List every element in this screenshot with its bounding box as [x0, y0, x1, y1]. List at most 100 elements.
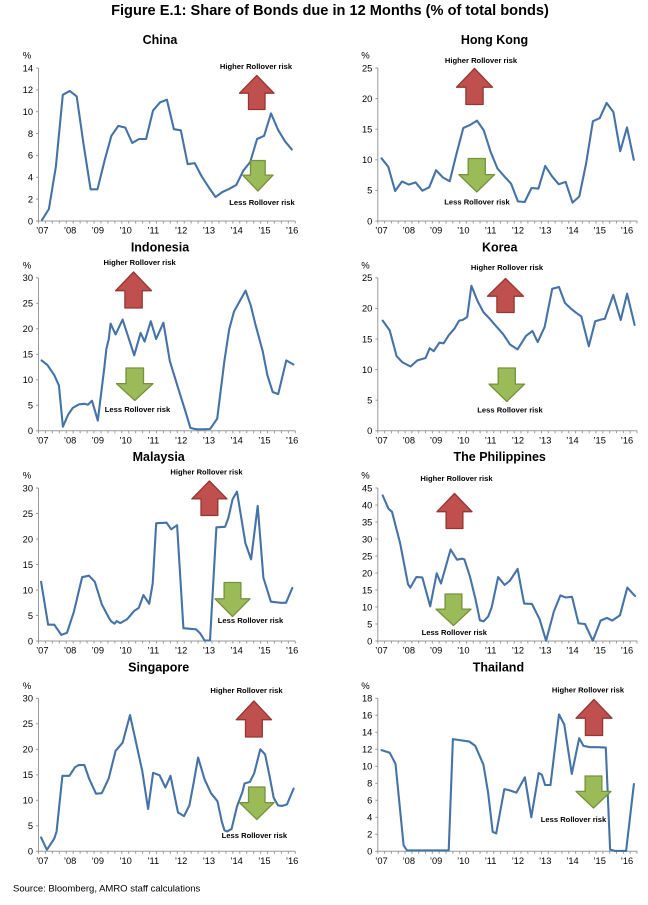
svg-text:’14: ’14	[230, 856, 242, 866]
svg-text:’07: ’07	[375, 226, 387, 236]
svg-text:’10: ’10	[119, 646, 131, 656]
svg-text:’16: ’16	[621, 226, 633, 236]
svg-text:’15: ’15	[593, 856, 605, 866]
svg-text:5: 5	[367, 186, 372, 196]
svg-text:’12: ’12	[175, 856, 187, 866]
svg-text:0: 0	[367, 636, 372, 646]
svg-text:15: 15	[23, 560, 33, 570]
svg-text:15: 15	[23, 350, 33, 360]
svg-text:20: 20	[362, 94, 372, 104]
svg-text:’13: ’13	[539, 226, 551, 236]
svg-text:’16: ’16	[286, 856, 298, 866]
svg-text:’10: ’10	[119, 856, 131, 866]
svg-text:’14: ’14	[566, 226, 578, 236]
svg-text:Higher Rollover risk: Higher Rollover risk	[220, 62, 293, 71]
svg-text:’16: ’16	[621, 646, 633, 656]
svg-text:’07: ’07	[375, 856, 387, 866]
svg-text:’07: ’07	[36, 435, 48, 445]
svg-text:’11: ’11	[147, 435, 159, 445]
svg-text:’09: ’09	[430, 226, 442, 236]
svg-text:’10: ’10	[119, 226, 131, 236]
svg-text:Higher Rollover risk: Higher Rollover risk	[552, 686, 625, 695]
svg-text:2: 2	[367, 830, 372, 840]
svg-text:0: 0	[367, 847, 372, 857]
svg-text:’07: ’07	[36, 226, 48, 236]
svg-text:35: 35	[362, 517, 372, 527]
svg-text:’09: ’09	[92, 226, 104, 236]
svg-text:Higher Rollover risk: Higher Rollover risk	[210, 686, 283, 695]
svg-text:’12: ’12	[512, 226, 524, 236]
svg-text:’10: ’10	[457, 856, 469, 866]
svg-text:’07: ’07	[36, 856, 48, 866]
svg-text:%: %	[23, 681, 32, 692]
svg-text:’07: ’07	[36, 646, 48, 656]
svg-text:’11: ’11	[485, 856, 497, 866]
svg-text:20: 20	[362, 568, 372, 578]
svg-text:’11: ’11	[147, 646, 159, 656]
svg-text:’11: ’11	[485, 435, 497, 445]
svg-text:25: 25	[23, 299, 33, 309]
svg-text:10: 10	[23, 375, 33, 385]
svg-text:8: 8	[367, 779, 372, 789]
svg-text:’09: ’09	[92, 646, 104, 656]
svg-text:China: China	[143, 33, 179, 47]
svg-text:10: 10	[23, 796, 33, 806]
svg-text:’10: ’10	[457, 435, 469, 445]
svg-text:’15: ’15	[593, 646, 605, 656]
svg-text:Less Rollover risk: Less Rollover risk	[541, 815, 607, 824]
svg-text:Higher Rollover risk: Higher Rollover risk	[445, 56, 518, 65]
svg-text:’08: ’08	[403, 856, 415, 866]
svg-text:Less Rollover risk: Less Rollover risk	[422, 628, 488, 637]
svg-text:0: 0	[28, 847, 33, 857]
svg-text:’15: ’15	[258, 856, 270, 866]
svg-text:’12: ’12	[175, 435, 187, 445]
svg-text:’14: ’14	[230, 646, 242, 656]
svg-text:’10: ’10	[119, 435, 131, 445]
svg-text:5: 5	[28, 401, 33, 411]
svg-text:’16: ’16	[621, 435, 633, 445]
svg-text:Less Rollover risk: Less Rollover risk	[222, 831, 288, 840]
svg-text:%: %	[361, 681, 370, 692]
svg-text:25: 25	[362, 63, 372, 73]
svg-text:10: 10	[362, 762, 372, 772]
svg-text:12: 12	[362, 745, 372, 755]
svg-text:Indonesia: Indonesia	[131, 241, 190, 255]
svg-text:0: 0	[367, 426, 372, 436]
svg-text:’15: ’15	[258, 646, 270, 656]
svg-text:6: 6	[28, 151, 33, 161]
svg-text:Less Rollover risk: Less Rollover risk	[105, 405, 171, 414]
svg-text:’13: ’13	[203, 856, 215, 866]
svg-text:20: 20	[23, 324, 33, 334]
svg-text:’10: ’10	[457, 226, 469, 236]
svg-text:Less Rollover risk: Less Rollover risk	[218, 616, 284, 625]
svg-text:45: 45	[362, 483, 372, 493]
svg-text:10: 10	[362, 602, 372, 612]
svg-text:10: 10	[362, 155, 372, 165]
svg-text:4: 4	[367, 813, 372, 823]
svg-text:’14: ’14	[566, 856, 578, 866]
svg-text:%: %	[361, 260, 370, 271]
svg-text:’14: ’14	[566, 435, 578, 445]
svg-text:Malaysia: Malaysia	[133, 450, 186, 464]
svg-text:’15: ’15	[258, 226, 270, 236]
svg-text:’13: ’13	[539, 646, 551, 656]
svg-text:’13: ’13	[539, 435, 551, 445]
svg-text:10: 10	[23, 107, 33, 117]
svg-text:Higher Rollover risk: Higher Rollover risk	[170, 468, 243, 477]
svg-text:Hong Kong: Hong Kong	[461, 33, 528, 47]
svg-text:25: 25	[362, 273, 372, 283]
svg-text:15: 15	[23, 770, 33, 780]
svg-text:’09: ’09	[430, 856, 442, 866]
svg-text:14: 14	[362, 728, 372, 738]
svg-text:14: 14	[23, 63, 33, 73]
svg-text:25: 25	[23, 509, 33, 519]
svg-text:Source: Bloomberg, AMRO staff: Source: Bloomberg, AMRO staff calculatio…	[13, 884, 201, 895]
svg-text:30: 30	[23, 483, 33, 493]
svg-text:’10: ’10	[457, 646, 469, 656]
svg-text:’13: ’13	[539, 856, 551, 866]
svg-text:’16: ’16	[286, 226, 298, 236]
svg-text:’15: ’15	[593, 226, 605, 236]
svg-text:Thailand: Thailand	[473, 661, 524, 675]
svg-text:Korea: Korea	[482, 241, 518, 255]
svg-text:20: 20	[23, 534, 33, 544]
